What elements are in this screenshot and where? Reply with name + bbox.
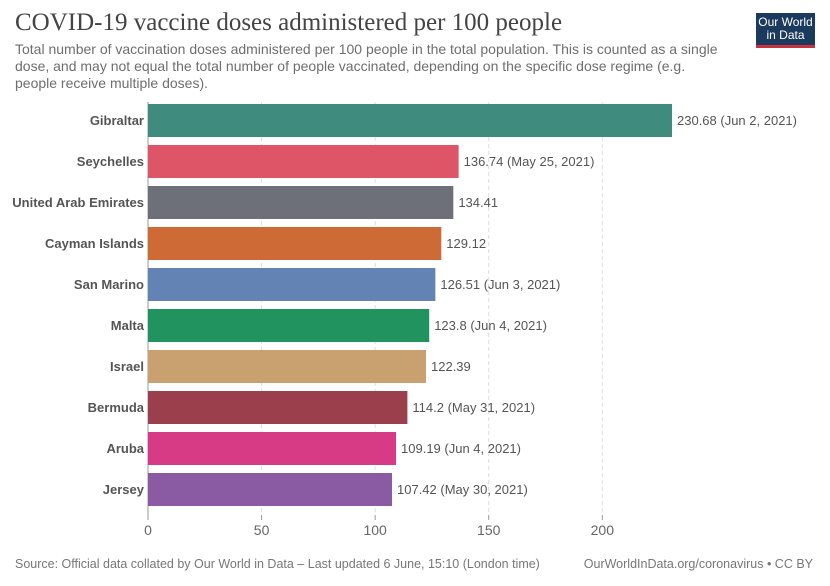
bar	[148, 350, 427, 383]
bar	[148, 473, 393, 506]
category-label: Aruba	[106, 441, 144, 456]
data-label: 126.51 (Jun 3, 2021)	[440, 277, 560, 292]
data-label: 136.74 (May 25, 2021)	[464, 154, 595, 169]
chart-title: COVID-19 vaccine doses administered per …	[15, 9, 563, 36]
data-label: 122.39	[431, 359, 471, 374]
bar	[148, 186, 454, 219]
bar	[148, 432, 397, 465]
x-tick-label: 0	[144, 522, 152, 538]
category-label: Cayman Islands	[45, 236, 144, 251]
category-label: San Marino	[74, 277, 144, 292]
data-label: 129.12	[446, 236, 486, 251]
category-label: Gibraltar	[90, 113, 144, 128]
data-label: 114.2 (May 31, 2021)	[412, 400, 535, 415]
bar	[148, 309, 430, 342]
bar	[148, 268, 436, 301]
category-label: United Arab Emirates	[12, 195, 144, 210]
chart-subtitle: Total number of vaccination doses admini…	[15, 41, 718, 91]
bar	[148, 391, 408, 424]
bar	[148, 104, 672, 137]
category-label: Seychelles	[77, 154, 144, 169]
logo-line-1: Our World	[758, 15, 813, 29]
bar	[148, 145, 459, 178]
x-tick-label: 50	[254, 522, 270, 538]
data-label: 230.68 (Jun 2, 2021)	[677, 113, 797, 128]
category-label: Malta	[111, 318, 145, 333]
x-tick-label: 150	[477, 522, 501, 538]
x-tick-label: 100	[363, 522, 387, 538]
category-label: Bermuda	[88, 400, 145, 415]
logo-line-2: in Data	[766, 28, 805, 42]
owid-logo[interactable]: Our World in Data	[756, 13, 815, 48]
license-link[interactable]: OurWorldInData.org/coronavirus • CC BY	[583, 557, 813, 571]
data-label: 109.19 (Jun 4, 2021)	[401, 441, 521, 456]
category-label: Jersey	[103, 482, 145, 497]
bar	[148, 227, 442, 260]
data-label: 134.41	[458, 195, 498, 210]
data-label: 107.42 (May 30, 2021)	[397, 482, 528, 497]
x-tick-label: 200	[591, 522, 615, 538]
data-label: 123.8 (Jun 4, 2021)	[434, 318, 547, 333]
source-note: Source: Official data collated by Our Wo…	[15, 557, 540, 571]
category-label: Israel	[110, 359, 144, 374]
